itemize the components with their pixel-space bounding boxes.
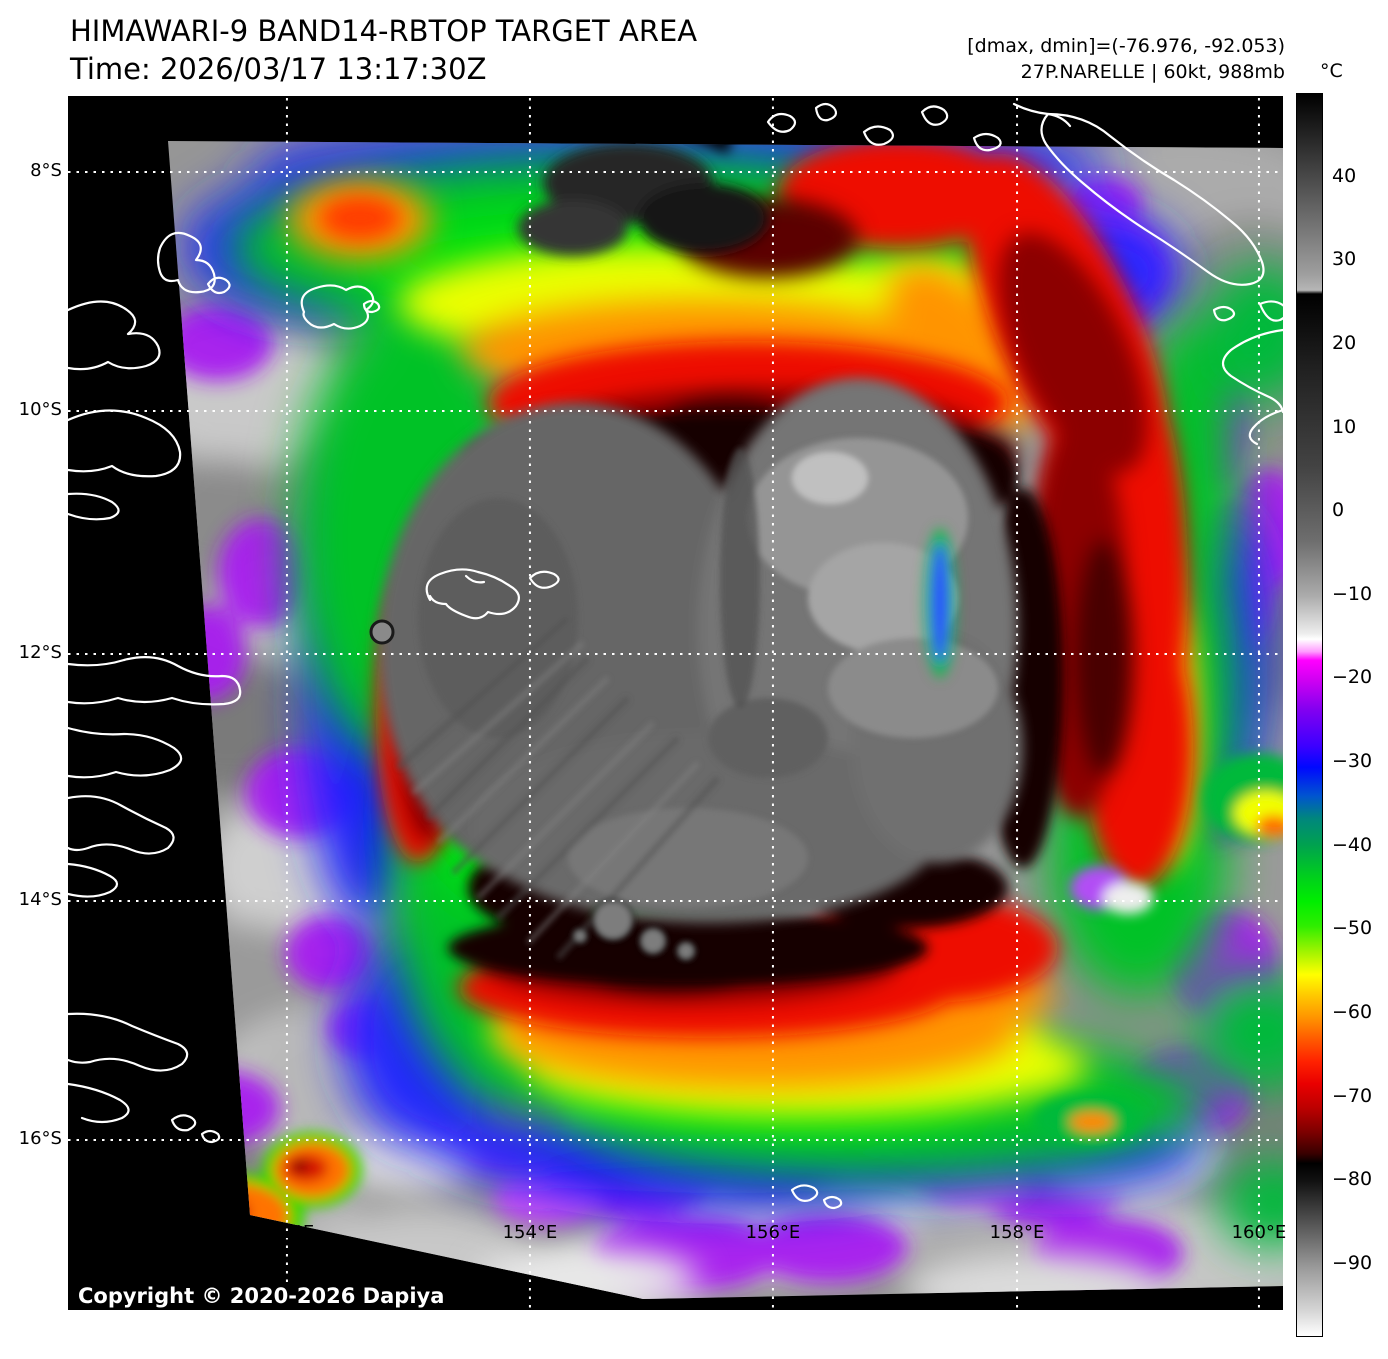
colorbar-tick-label: −40 (1332, 833, 1373, 856)
lon-tick-label: 158°E (989, 1222, 1045, 1243)
data-swath (168, 141, 1283, 1299)
colorbar-tick-label: −80 (1332, 1168, 1373, 1191)
satellite-image (68, 98, 1283, 1310)
storm-info-readout: 27P.NARELLE | 60kt, 988mb (1020, 61, 1285, 83)
colorbar-tick-label: −50 (1332, 917, 1373, 940)
lat-lon-gridlines (68, 98, 1283, 1310)
cdo-texture (396, 438, 998, 962)
colorbar-tick-label: −70 (1332, 1084, 1373, 1107)
colorbar-tick-label: −30 (1332, 750, 1373, 773)
island-dot (369, 619, 395, 645)
overshooting-top-dots (571, 898, 697, 962)
colorbar (1296, 93, 1323, 1337)
lat-tick-label: 8°S (30, 160, 62, 182)
colorbar-tick-label: 40 (1332, 164, 1357, 187)
page-title: HIMAWARI-9 BAND14-RBTOP TARGET AREA (70, 14, 698, 48)
coastline-overlay (68, 102, 1283, 1210)
dmax-dmin-readout: [dmax, dmin]=(-76.976, -92.053) (967, 35, 1285, 57)
colorbar-tick-label: −10 (1332, 582, 1373, 605)
colorbar-tick-label: −90 (1332, 1251, 1373, 1274)
colorbar-tick-label: −60 (1332, 1000, 1373, 1023)
colorbar-tick-label: 0 (1332, 499, 1345, 522)
colorbar-tick-label: 30 (1332, 248, 1357, 271)
satellite-map: Copyright © 2020-2026 Dapiya 8°S 10°S 12°S… (19, 96, 1283, 1310)
lon-tick-label: 160°E (1231, 1222, 1287, 1243)
colorbar-tick-label: −20 (1332, 666, 1373, 689)
copyright-badge: Copyright © 2020-2026 Dapiya (68, 1282, 459, 1310)
lon-tick-label: 152°E (259, 1222, 315, 1243)
lat-tick-label: 12°S (18, 641, 62, 663)
colorbar-tick-label: 10 (1332, 415, 1357, 438)
lon-tick-label: 154°E (502, 1222, 558, 1243)
colorbar-tick-label: 20 (1332, 331, 1357, 354)
timestamp-line: Time: 2026/03/17 13:17:30Z (70, 52, 487, 86)
lat-tick-label: 10°S (18, 398, 62, 420)
colorbar-unit-label: °C (1320, 60, 1343, 82)
lon-tick-label: 156°E (745, 1222, 801, 1243)
header-annotations: [dmax, dmin]=(-76.976, -92.053) 27P.NARE… (967, 33, 1285, 85)
lat-tick-label: 16°S (18, 1127, 62, 1149)
lat-tick-label: 14°S (18, 888, 62, 910)
